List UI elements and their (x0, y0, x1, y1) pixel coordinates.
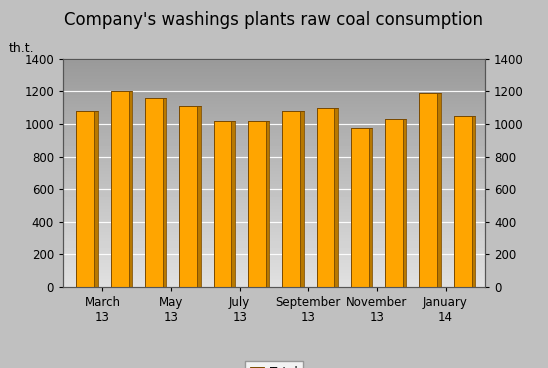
Bar (111, 92, 129, 287)
Bar (317, 108, 334, 287)
Polygon shape (129, 92, 132, 287)
Text: th.t.: th.t. (8, 42, 34, 55)
Bar (214, 121, 231, 287)
Polygon shape (334, 108, 338, 287)
Bar (282, 111, 300, 287)
Polygon shape (403, 119, 407, 287)
Polygon shape (266, 121, 269, 287)
Polygon shape (369, 128, 372, 287)
Bar (385, 119, 403, 287)
Bar (419, 93, 437, 287)
Bar (179, 106, 197, 287)
Polygon shape (197, 106, 201, 287)
Polygon shape (94, 111, 98, 287)
Polygon shape (163, 98, 166, 287)
Bar (145, 98, 163, 287)
Legend: Total: Total (246, 361, 302, 368)
Bar (248, 121, 266, 287)
Bar (76, 111, 94, 287)
Bar (351, 128, 369, 287)
Polygon shape (300, 111, 304, 287)
Polygon shape (231, 121, 235, 287)
Polygon shape (472, 116, 475, 287)
Polygon shape (437, 93, 441, 287)
Bar (454, 116, 472, 287)
Text: Company's washings plants raw coal consumption: Company's washings plants raw coal consu… (65, 11, 483, 29)
